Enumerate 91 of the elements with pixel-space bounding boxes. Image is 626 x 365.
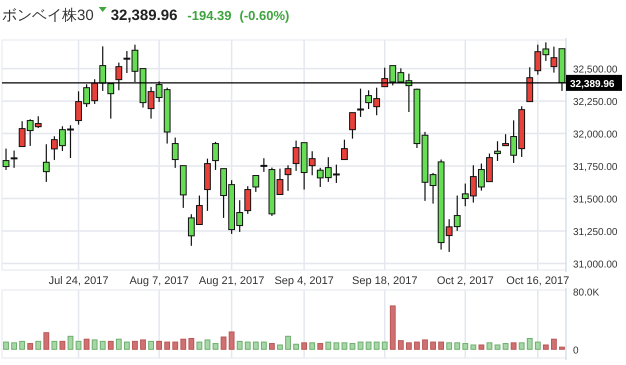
- bar: [43, 332, 50, 350]
- bar: [414, 342, 420, 350]
- bar: [164, 342, 170, 350]
- bar: [301, 342, 308, 350]
- text: 32,389.96: [110, 7, 178, 24]
- bar: [325, 342, 332, 350]
- bar: [51, 340, 58, 350]
- bar: [317, 343, 324, 350]
- bar: [534, 342, 541, 350]
- bar: [526, 338, 533, 350]
- y-tick-label: 32,250.00: [573, 97, 618, 108]
- bar: [108, 340, 114, 350]
- bar: [35, 340, 42, 350]
- bar: [502, 343, 508, 350]
- bar: [390, 305, 396, 350]
- bar: [358, 342, 364, 350]
- bar: [406, 342, 412, 350]
- y-tick-label: 32,000.00: [573, 130, 618, 141]
- bar: [140, 339, 146, 350]
- bar: [27, 343, 34, 350]
- bar: [172, 342, 178, 350]
- bar: [462, 343, 468, 350]
- text: (-0.60%): [240, 8, 290, 23]
- bar: [148, 340, 154, 350]
- bar: [293, 344, 300, 350]
- bar: [116, 338, 122, 350]
- bar: [19, 340, 26, 350]
- bar: [518, 342, 525, 350]
- bar: [124, 342, 130, 350]
- bar: [559, 346, 565, 350]
- bar: [11, 342, 18, 350]
- bar: [430, 342, 436, 350]
- x-tick-label: Oct 2, 2017: [436, 275, 494, 287]
- bar: [446, 342, 452, 350]
- ref-line-label: 32,389.96: [570, 78, 615, 90]
- bar: [398, 340, 404, 350]
- bar: [228, 331, 235, 350]
- bar: [478, 344, 484, 350]
- chart-title: ボンベイ株30: [2, 7, 94, 24]
- bar: [204, 339, 210, 350]
- y-tick-label: 0: [573, 345, 579, 356]
- bar: [60, 340, 66, 350]
- bar: [156, 340, 162, 350]
- bar: [236, 340, 243, 350]
- bar: [510, 342, 517, 350]
- x-tick-label: Aug 21, 2017: [198, 275, 264, 287]
- bar: [342, 342, 348, 350]
- bar: [180, 338, 186, 350]
- bar: [382, 342, 388, 350]
- x-tick-label: Aug 7, 2017: [129, 275, 189, 287]
- bar: [260, 342, 267, 350]
- bar: [366, 342, 372, 350]
- bar: [470, 344, 476, 350]
- bar: [333, 342, 340, 350]
- text: -194.39: [187, 8, 232, 23]
- bar: [486, 342, 492, 350]
- y-tick-label: 32,500.00: [573, 64, 618, 76]
- y-tick-label: 31,250.00: [573, 227, 618, 238]
- bar: [277, 344, 283, 350]
- y-tick-label: 31,000.00: [573, 260, 618, 271]
- bar: [220, 336, 226, 350]
- bar: [252, 342, 259, 350]
- bar: [244, 342, 251, 350]
- x-tick-label: Jul 24, 2017: [48, 275, 109, 287]
- bar: [100, 340, 106, 350]
- bar: [454, 342, 460, 350]
- bar: [438, 342, 444, 350]
- bar: [212, 343, 218, 350]
- bar: [84, 338, 90, 350]
- x-tick-label: Sep 18, 2017: [352, 275, 418, 287]
- bar: [76, 340, 82, 350]
- y-tick-label: 80.0K: [573, 287, 600, 298]
- bar: [309, 342, 316, 350]
- bar: [542, 344, 549, 350]
- bar: [268, 343, 275, 350]
- bar: [285, 336, 291, 350]
- bar: [188, 338, 194, 350]
- y-tick-label: 31,750.00: [573, 162, 618, 174]
- bar: [196, 342, 202, 350]
- y-tick-label: 31,500.00: [573, 194, 618, 206]
- bar: [3, 342, 9, 350]
- bar: [92, 339, 98, 350]
- bar: [422, 339, 428, 350]
- bar: [350, 343, 356, 350]
- bar: [68, 336, 74, 350]
- bar: [374, 342, 380, 350]
- bar: [132, 340, 138, 350]
- bar: [494, 344, 500, 350]
- bar: [550, 338, 557, 350]
- x-tick-label: Sep 4, 2017: [274, 275, 334, 287]
- x-tick-label: Oct 16, 2017: [506, 275, 570, 287]
